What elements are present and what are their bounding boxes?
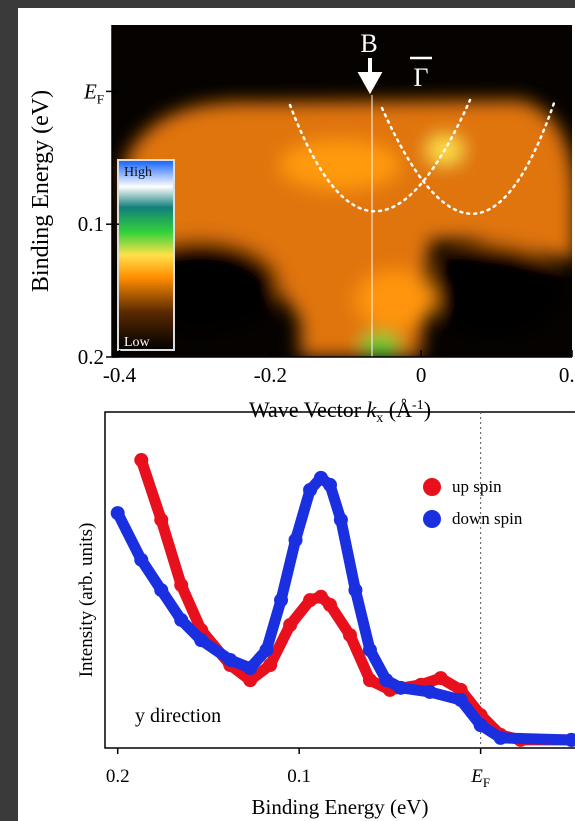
y-tick-label: 0.2	[78, 345, 104, 369]
data-point	[393, 680, 408, 695]
data-point	[263, 658, 278, 673]
x-tick-label: EF	[470, 766, 490, 790]
data-point	[134, 453, 149, 468]
y-axis-label: Binding Energy (eV)	[28, 90, 54, 292]
y-tick-label: EF	[83, 79, 104, 106]
tick-label-part: E	[83, 79, 97, 103]
x-tick-label: 0.1	[287, 766, 311, 787]
data-point	[223, 652, 238, 667]
data-point	[433, 671, 448, 686]
data-point	[422, 684, 437, 699]
data-point	[473, 718, 488, 733]
data-point	[453, 692, 468, 707]
annotation: B	[360, 29, 377, 58]
x-tick-label: 0.2	[106, 766, 130, 787]
data-point	[174, 612, 189, 627]
label-part: x	[376, 411, 383, 426]
data-point	[323, 597, 338, 612]
legend-marker	[423, 478, 441, 496]
x-axis-label: Wave Vector kx (Å-1)	[249, 397, 431, 426]
data-point	[348, 583, 363, 598]
data-point	[379, 673, 394, 688]
data-point	[362, 673, 377, 688]
data-point	[154, 512, 169, 527]
arrow	[357, 58, 383, 95]
x-axis-label: Binding Energy (eV)	[252, 795, 429, 819]
y-axis-label: Intensity (arb. units)	[76, 523, 97, 678]
data-point	[362, 642, 377, 657]
data-point	[342, 628, 357, 643]
data-point	[303, 482, 318, 497]
intensity-map	[112, 25, 572, 357]
x-tick-label: -0.4	[103, 363, 137, 387]
x-tick-label: -0.2	[254, 363, 287, 387]
data-point	[323, 477, 338, 492]
label-part: )	[424, 397, 431, 422]
data-point	[134, 552, 149, 567]
label-part: Wave Vector	[249, 397, 367, 422]
colorbar	[117, 159, 175, 351]
data-point	[154, 583, 169, 598]
data-point	[259, 642, 274, 657]
annotation: y direction	[135, 705, 221, 727]
data-point	[283, 618, 298, 633]
colorbar-label: Low	[124, 335, 151, 350]
plot-frame	[104, 411, 575, 749]
y-tick-label: 0.1	[78, 212, 104, 236]
tick-label-part: F	[483, 775, 490, 790]
colorbar-label: High	[124, 165, 152, 180]
tick-label-part: E	[470, 766, 483, 787]
label-part: (Å	[383, 397, 412, 422]
data-point	[493, 730, 508, 745]
data-point	[274, 593, 289, 608]
data-point	[110, 506, 125, 521]
data-point	[243, 673, 258, 688]
label-part: k	[367, 397, 378, 422]
data-point	[243, 661, 258, 676]
data-point	[313, 589, 328, 604]
legend-marker	[423, 510, 441, 528]
annotation: Γ	[413, 63, 428, 92]
legend-label: up spin	[452, 477, 502, 496]
data-point	[303, 593, 318, 608]
data-point	[564, 732, 575, 747]
legend-label: down spin	[452, 509, 523, 528]
data-point	[174, 578, 189, 593]
tick-label-part: F	[97, 91, 104, 106]
data-point	[333, 512, 348, 527]
data-point	[288, 533, 303, 548]
x-tick-label: 0.2	[559, 363, 575, 387]
data-point	[194, 633, 209, 648]
x-tick-label: 0	[416, 363, 427, 387]
label-part: -1	[412, 398, 424, 413]
